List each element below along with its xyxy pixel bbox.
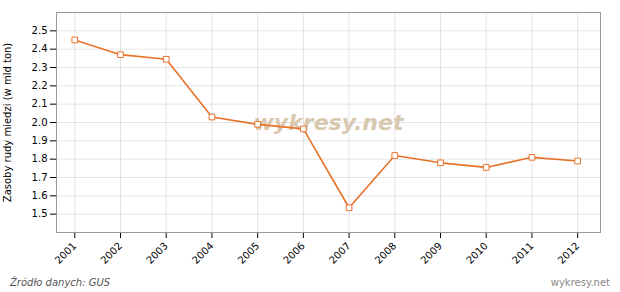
svg-text:2003: 2003 bbox=[144, 240, 170, 266]
svg-text:1.5: 1.5 bbox=[32, 208, 48, 219]
svg-text:2.1: 2.1 bbox=[32, 98, 48, 109]
svg-text:2001: 2001 bbox=[53, 240, 79, 266]
svg-text:2.4: 2.4 bbox=[32, 43, 48, 54]
svg-text:1.9: 1.9 bbox=[32, 135, 48, 146]
svg-text:2.0: 2.0 bbox=[32, 117, 48, 128]
svg-text:2.5: 2.5 bbox=[32, 25, 48, 36]
svg-text:2005: 2005 bbox=[236, 240, 262, 266]
svg-text:Zasoby rudy miedzi (w mld ton): Zasoby rudy miedzi (w mld ton) bbox=[2, 43, 13, 203]
svg-text:2.2: 2.2 bbox=[32, 80, 48, 91]
svg-text:2011: 2011 bbox=[510, 240, 536, 266]
html-text:Źródło danych: GUS: Źródło danych: GUS bbox=[10, 276, 111, 288]
svg-text:1.8: 1.8 bbox=[32, 153, 48, 164]
svg-text:2012: 2012 bbox=[556, 240, 582, 266]
svg-text:2007: 2007 bbox=[327, 240, 353, 266]
svg-text:wykresy.net: wykresy.net bbox=[254, 110, 405, 135]
svg-text:2006: 2006 bbox=[281, 240, 307, 266]
svg-text:2009: 2009 bbox=[418, 240, 444, 266]
svg-text:2004: 2004 bbox=[190, 240, 216, 266]
svg-text:1.6: 1.6 bbox=[32, 190, 48, 201]
svg-text:2.3: 2.3 bbox=[32, 62, 48, 73]
svg-text:1.7: 1.7 bbox=[32, 172, 48, 183]
svg-text:2002: 2002 bbox=[98, 240, 124, 266]
html-text:wykresy.net: wykresy.net bbox=[550, 276, 610, 288]
svg-text:2010: 2010 bbox=[464, 240, 490, 266]
svg-text:2008: 2008 bbox=[373, 240, 399, 266]
